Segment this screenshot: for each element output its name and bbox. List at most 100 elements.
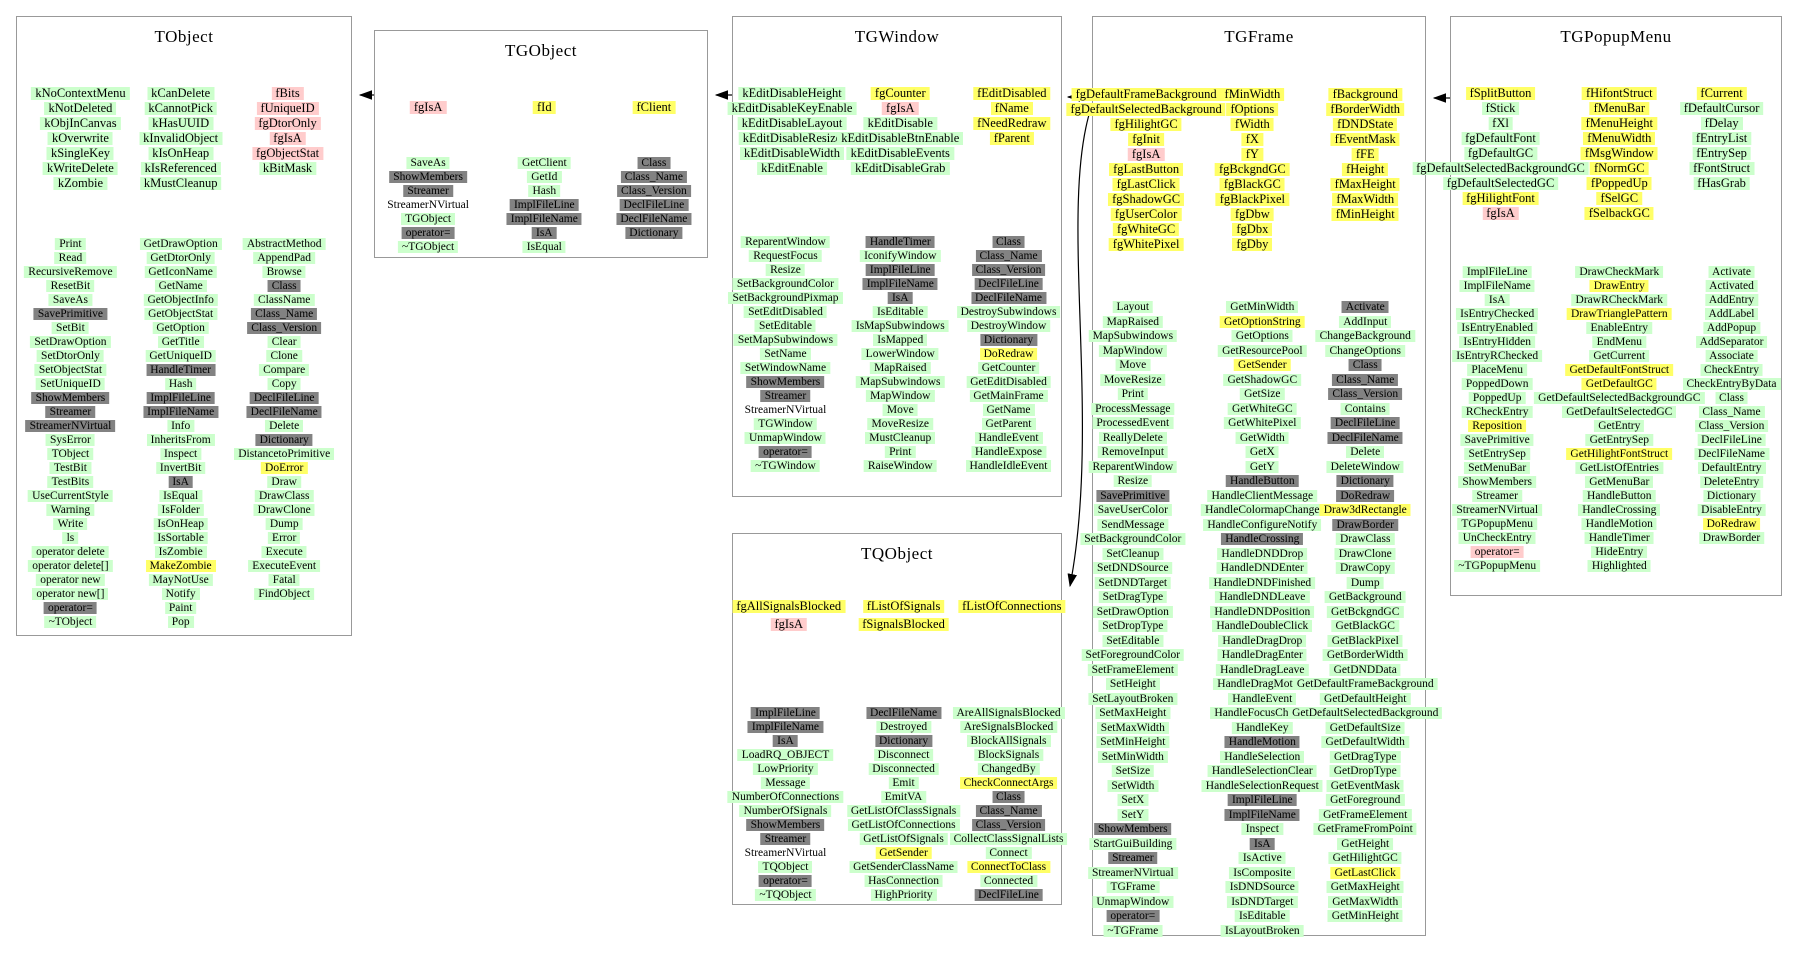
member-item[interactable]: fgDefaultSelectedBackground <box>1066 102 1226 117</box>
method-item[interactable]: Read <box>54 252 87 265</box>
method-item[interactable]: GetEventMask <box>1326 779 1404 792</box>
member-item[interactable]: fgIsA <box>409 100 447 115</box>
member-item[interactable]: fBits <box>271 86 304 101</box>
member-item[interactable]: fHasGrab <box>1693 176 1750 191</box>
method-item[interactable]: SetHeight <box>1105 678 1160 691</box>
method-item[interactable]: Delete <box>1346 446 1385 459</box>
method-item[interactable]: Dump <box>1346 576 1384 589</box>
method-item[interactable]: TestBits <box>47 476 94 489</box>
member-item[interactable]: fPoppedUp <box>1586 176 1652 191</box>
method-item[interactable]: DoRedraw <box>979 348 1038 361</box>
member-item[interactable]: fClient <box>632 100 676 115</box>
method-item[interactable]: GetDefaultFrameBackground <box>1292 678 1438 691</box>
member-item[interactable]: kWriteDelete <box>43 161 118 176</box>
method-item[interactable]: HandleClientMessage <box>1207 489 1318 502</box>
method-item[interactable]: GetOptionString <box>1219 315 1305 328</box>
method-item[interactable]: Class_Version <box>971 264 1046 277</box>
method-item[interactable]: PlaceMenu <box>1467 364 1528 377</box>
method-item[interactable]: HandleTimer <box>865 236 935 249</box>
method-item[interactable]: ShowMembers <box>746 376 825 389</box>
member-item[interactable]: fgDby <box>1232 237 1273 252</box>
method-item[interactable]: Class <box>1348 359 1382 372</box>
method-item[interactable]: TGObject <box>401 213 456 226</box>
method-item[interactable]: ImplFileLine <box>1227 794 1297 807</box>
method-item[interactable]: Class_Name <box>1698 406 1765 419</box>
member-item[interactable]: kSingleKey <box>46 146 114 161</box>
method-item[interactable]: GetMinHeight <box>1327 910 1403 923</box>
method-item[interactable]: IconifyWindow <box>860 250 941 263</box>
method-item[interactable]: GetDefaultGC <box>1581 378 1657 391</box>
method-item[interactable]: Disconnected <box>868 763 939 776</box>
method-item[interactable]: IsComposite <box>1229 866 1296 879</box>
method-item[interactable]: StartGuiBuilding <box>1089 837 1177 850</box>
method-item[interactable]: HandleCrossing <box>1221 533 1304 546</box>
member-item[interactable]: fMinHeight <box>1331 207 1399 222</box>
method-item[interactable]: NumberOfConnections <box>727 791 844 804</box>
method-item[interactable]: ExecuteEvent <box>248 560 321 573</box>
member-item[interactable]: fParent <box>989 131 1034 146</box>
method-item[interactable]: Inspect <box>160 448 202 461</box>
member-item[interactable]: fUniqueID <box>256 101 319 116</box>
method-item[interactable]: Class <box>1715 392 1748 405</box>
method-item[interactable]: Class_Name <box>975 805 1042 818</box>
method-item[interactable]: DeclFileName <box>616 213 692 226</box>
method-item[interactable]: HandleExpose <box>970 446 1047 459</box>
method-item[interactable]: Class_Version <box>616 185 691 198</box>
method-item[interactable]: GetBlackPixel <box>1327 634 1403 647</box>
method-item[interactable]: EmitVA <box>880 791 927 804</box>
method-item[interactable]: HandleDNDDrop <box>1217 547 1308 560</box>
method-item[interactable]: HandleDNDFinished <box>1209 576 1316 589</box>
method-item[interactable]: GetOptions <box>1231 330 1293 343</box>
method-item[interactable]: SetMenuBar <box>1464 462 1531 475</box>
method-item[interactable]: GetForeground <box>1326 794 1405 807</box>
method-item[interactable]: SetBackgroundColor <box>732 278 839 291</box>
method-item[interactable]: AddInput <box>1339 315 1392 328</box>
method-item[interactable]: CheckEntryByData <box>1682 378 1781 391</box>
method-item[interactable]: Dictionary <box>1336 475 1394 488</box>
method-item[interactable]: GetSender <box>875 847 932 860</box>
method-item[interactable]: SendMessage <box>1097 518 1169 531</box>
member-item[interactable]: fgBlackGC <box>1219 177 1285 192</box>
method-item[interactable]: CollectClassSignalLists <box>949 833 1068 846</box>
method-item[interactable]: MapWindow <box>866 390 935 403</box>
method-item[interactable]: Streamer <box>1108 852 1158 865</box>
method-item[interactable]: GetIconName <box>144 266 217 279</box>
method-item[interactable]: HandleDNDLeave <box>1215 591 1310 604</box>
method-item[interactable]: operator delete <box>32 546 109 559</box>
method-item[interactable]: SetEditable <box>1102 634 1164 647</box>
member-item[interactable]: fEntryList <box>1691 131 1752 146</box>
method-item[interactable]: MapWindow <box>1098 344 1167 357</box>
method-item[interactable]: HandleSelection <box>1220 750 1305 763</box>
method-item[interactable]: GetTitle <box>157 336 204 349</box>
method-item[interactable]: Dictionary <box>979 334 1038 347</box>
method-item[interactable]: IsOnHeap <box>153 518 208 531</box>
member-item[interactable]: fgIsA <box>269 131 306 146</box>
method-item[interactable]: StreamerNVirtual <box>1087 866 1178 879</box>
member-item[interactable]: kMustCleanup <box>139 176 222 191</box>
method-item[interactable]: GetBackground <box>1324 591 1406 604</box>
method-item[interactable]: RemoveInput <box>1097 446 1169 459</box>
method-item[interactable]: ProcessMessage <box>1091 402 1175 415</box>
method-item[interactable]: SetForegroundColor <box>1081 649 1185 662</box>
method-item[interactable]: Class_Version <box>247 322 322 335</box>
method-item[interactable]: Class <box>992 791 1025 804</box>
member-item[interactable]: fBorderWidth <box>1326 102 1405 117</box>
method-item[interactable]: TGWindow <box>754 418 817 431</box>
method-item[interactable]: ImplFileName <box>1459 280 1535 293</box>
method-item[interactable]: IsDNDSource <box>1225 881 1299 894</box>
method-item[interactable]: HandleCrossing <box>1578 504 1661 517</box>
method-item[interactable]: CheckConnectArgs <box>959 777 1058 790</box>
method-item[interactable]: MoveResize <box>1100 373 1166 386</box>
method-item[interactable]: GetEditDisabled <box>966 376 1051 389</box>
method-item[interactable]: ConnectToClass <box>966 861 1051 874</box>
method-item[interactable]: AddLabel <box>1704 308 1759 321</box>
method-item[interactable]: Inspect <box>1241 823 1283 836</box>
method-item[interactable]: DrawBorder <box>1332 518 1398 531</box>
member-item[interactable]: fgDefaultSelectedGC <box>1442 176 1559 191</box>
method-item[interactable]: ShowMembers <box>1094 823 1172 836</box>
method-item[interactable]: operator= <box>759 875 812 888</box>
method-item[interactable]: AppendPad <box>253 252 316 265</box>
method-item[interactable]: Print <box>1117 388 1149 401</box>
member-item[interactable]: fMenuHeight <box>1581 116 1657 131</box>
method-item[interactable]: HandleButton <box>1583 490 1656 503</box>
